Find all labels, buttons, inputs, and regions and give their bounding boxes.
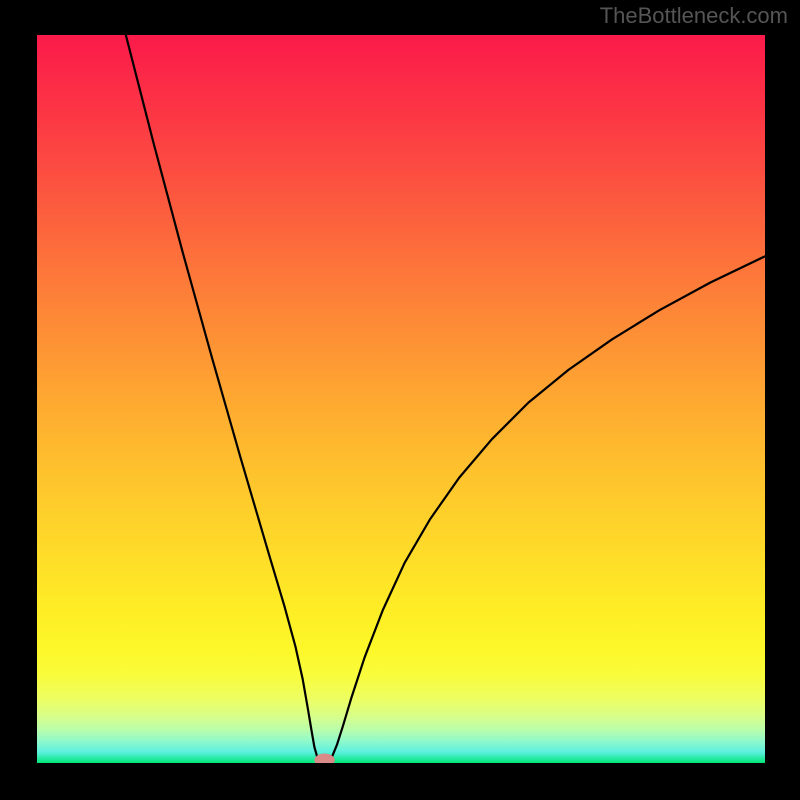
watermark-text: TheBottleneck.com <box>600 3 788 29</box>
chart-container: TheBottleneck.com <box>0 0 800 800</box>
plot-frame <box>37 35 765 763</box>
gradient-background <box>37 35 765 763</box>
bottleneck-chart <box>37 35 765 763</box>
